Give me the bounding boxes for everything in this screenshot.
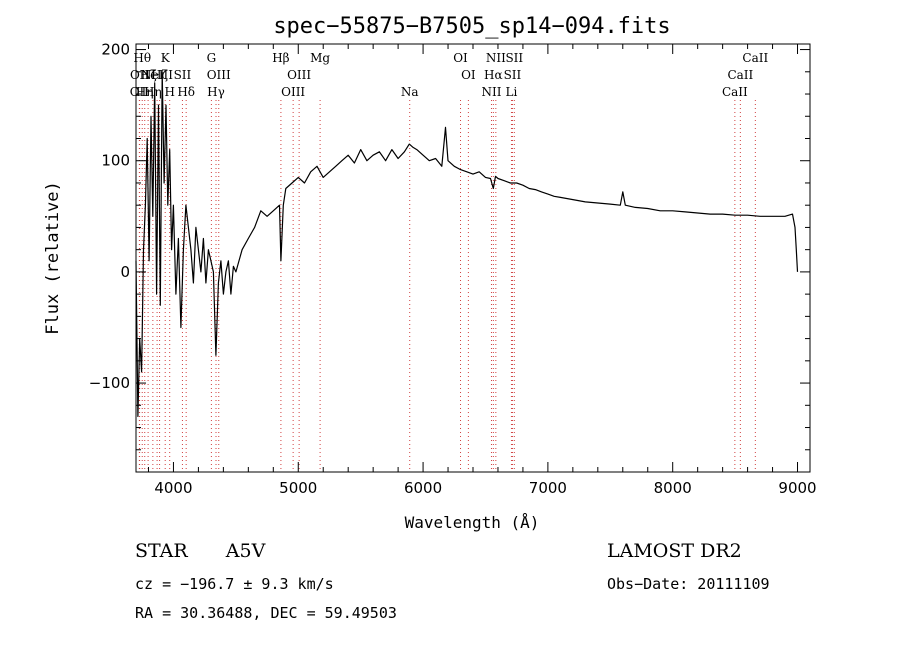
chart-title: spec−55875−B7505_sp14−094.fits [273,14,670,39]
marker-label-7: Hζ [151,68,168,82]
x-tick-label-6000: 6000 [404,479,442,497]
marker-label-9: H [164,85,174,99]
y-tick-label--100: −100 [89,374,130,392]
marker-label-13: Hγ [207,85,225,99]
marker-label-11: Hδ [177,85,195,99]
marker-label-10: SII [174,68,192,82]
coordinates: RA = 30.36488, DEC = 59.49503 [135,604,397,622]
x-tick-label-5000: 5000 [279,479,317,497]
marker-label-23: Hα [484,68,503,82]
x-tick-label-9000: 9000 [778,479,816,497]
spectrum-series [135,71,799,417]
marker-label-3: Hη [136,85,154,99]
marker-label-28: CaII [722,85,748,99]
marker-label-2: Hθ [133,51,151,65]
plot-frame [135,43,811,473]
marker-label-4: Hζ [140,68,157,82]
marker-label-24: NII [486,51,506,65]
marker-label-18: Mg [310,51,330,65]
spectrum-line [135,71,799,417]
y-tick-label-200: 200 [101,41,130,59]
marker-label-20: OI [453,51,468,65]
marker-label-19: Na [401,85,419,99]
spectral-subclass: A5V [225,540,266,562]
marker-label-16: OIII [281,85,305,99]
observation-date: Obs−Date: 20111109 [607,575,770,593]
spectral-line-markers: OIIOIIHθHηHζHηNeIIIHζKHSIIHδGHγOIIIHβOII… [130,51,768,472]
marker-label-26: SII [504,68,522,82]
marker-label-25: Li [506,85,518,99]
marker-label-6: NeIII [141,68,173,82]
x-tick-label-8000: 8000 [654,479,692,497]
marker-label-0: OII [130,85,150,99]
marker-label-29: CaII [727,68,753,82]
marker-label-21: OI [461,68,476,82]
marker-label-1: OII [130,68,150,82]
redshift-velocity: cz = −196.7 ± 9.3 km/s [135,575,334,593]
marker-label-8: K [161,51,171,65]
marker-label-30: CaII [742,51,768,65]
x-axis-label: Wavelength (Å) [405,513,540,532]
marker-label-15: Hβ [272,51,289,65]
marker-label-14: OIII [207,68,231,82]
marker-label-12: G [207,51,217,65]
y-axis-ticks: −100 0 100 200 [89,41,810,451]
x-axis-ticks: 4000 5000 6000 7000 8000 9000 [147,44,817,497]
y-tick-label-0: 0 [120,263,130,281]
object-class: STAR [135,540,188,562]
y-axis-label: Flux (relative) [43,181,63,335]
x-tick-label-7000: 7000 [529,479,567,497]
object-class-line: STAR A5V [135,540,265,562]
marker-label-17: OIII [287,68,311,82]
y-tick-label-100: 100 [101,152,130,170]
x-tick-label-4000: 4000 [154,479,192,497]
marker-label-22: NII [481,85,501,99]
marker-label-27: SII [505,51,523,65]
marker-label-5: Hη [144,85,162,99]
survey-name: LAMOST DR2 [607,540,742,562]
